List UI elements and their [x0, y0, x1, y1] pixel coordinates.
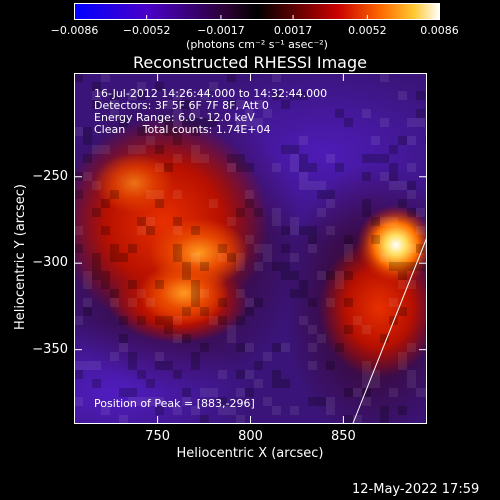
heatmap-image: [74, 73, 427, 424]
y-axis-label: Heliocentric Y (arcsec): [13, 184, 28, 330]
colorbar-tick-label: 0.0052: [348, 24, 387, 37]
colorbar-unit-label: (photons cm⁻² s⁻¹ asec⁻²): [186, 38, 328, 51]
x-tick-label: 750: [145, 429, 171, 444]
heatmap-plot: [74, 73, 427, 424]
annotation-detectors: Detectors: 3F 5F 6F 7F 8F, Att 0: [94, 99, 269, 112]
x-axis-label: Heliocentric X (arcsec): [176, 446, 324, 461]
colorbar-tick-label: −0.0017: [197, 24, 245, 37]
annotation-energy-range: Energy Range: 6.0 - 12.0 keV: [94, 111, 255, 124]
colorbar-tick-label: −0.0052: [122, 24, 171, 37]
y-tick-label: −350: [32, 341, 68, 357]
y-tick-label: −300: [32, 255, 68, 271]
footer-timestamp: 12-May-2022 17:59: [352, 482, 480, 497]
annotation-clean-counts: Clean Total counts: 1.74E+04: [94, 123, 271, 136]
colorbar-tick-label: −0.0086: [50, 24, 99, 37]
colorbar: [74, 3, 440, 20]
colorbar-tick-label: 0.0086: [420, 24, 459, 37]
y-tick-label: −250: [32, 168, 68, 184]
annotation-peak-position: Position of Peak = [883,-296]: [94, 397, 255, 410]
annotation-time-range: 16-Jul-2012 14:26:44.000 to 14:32:44.000: [94, 87, 328, 100]
chart-title: Reconstructed RHESSI Image: [133, 53, 367, 72]
x-tick-label: 800: [238, 429, 263, 444]
solar-limb-line: [352, 237, 427, 424]
x-tick-label: 850: [330, 429, 356, 444]
colorbar-tick-label: 0.0017: [273, 24, 313, 37]
